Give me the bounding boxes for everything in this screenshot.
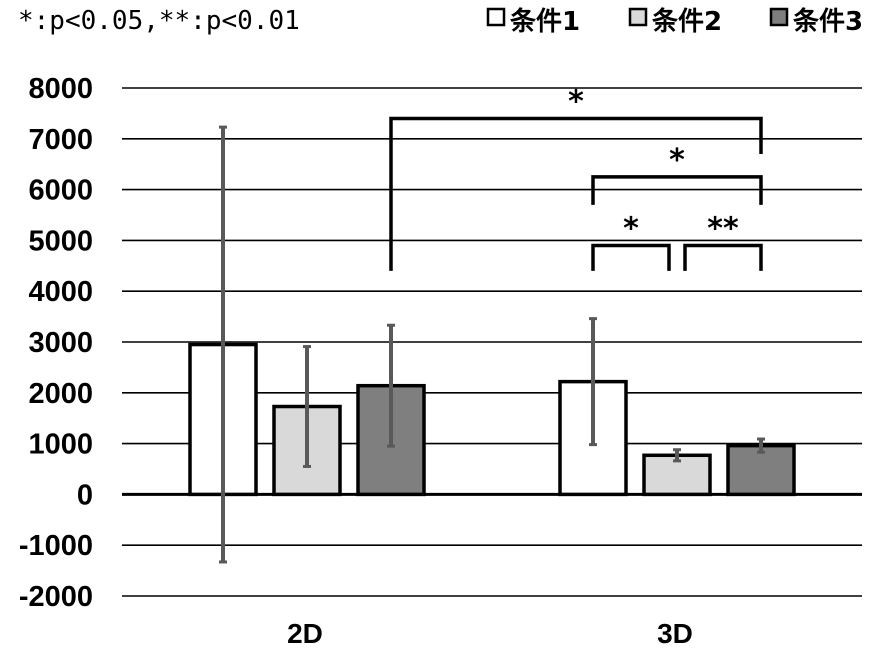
legend-label: 条件3	[793, 7, 863, 37]
y-tick-label: 3000	[28, 327, 93, 359]
x-category-label: 3D	[657, 618, 693, 649]
significance-label: **	[707, 211, 739, 246]
y-tick-label: -1000	[19, 530, 93, 562]
significance-label: *	[568, 84, 584, 119]
y-tick-label: 0	[77, 479, 93, 511]
legend-swatch	[628, 7, 648, 27]
significance-bracket	[683, 243, 763, 271]
gridlines	[122, 87, 862, 597]
legend-swatch	[769, 7, 789, 27]
y-tick-label: 6000	[28, 175, 93, 207]
significance-bracket	[591, 243, 671, 271]
y-tick-label: 8000	[28, 73, 93, 105]
legend: 条件1 条件2 条件3	[486, 7, 863, 37]
y-tick-label: 4000	[28, 276, 93, 308]
error-bars	[219, 125, 765, 564]
legend-label: 条件1	[510, 7, 580, 37]
significance-bracket	[389, 116, 763, 271]
x-category-label: 2D	[287, 618, 323, 649]
significance-note: *:p<0.05,**:p<0.01	[18, 6, 300, 36]
y-tick-label: 2000	[28, 378, 93, 410]
significance-label: *	[669, 143, 685, 178]
significance-label: *	[623, 211, 639, 246]
legend-label: 条件2	[652, 7, 722, 37]
x-axis-categories: 2D 3D	[287, 618, 693, 649]
y-tick-label: -2000	[19, 581, 93, 613]
y-tick-label: 7000	[28, 124, 93, 156]
legend-swatch	[486, 7, 506, 27]
significance-bracket	[591, 175, 763, 205]
y-tick-label: 1000	[28, 429, 93, 461]
y-axis-ticks: 8000 7000 6000 5000 4000 3000 2000 1000 0 -1000 -2…	[19, 73, 93, 613]
bars	[188, 342, 796, 497]
significance-brackets: *** **	[389, 84, 763, 271]
y-tick-label: 5000	[28, 225, 93, 257]
